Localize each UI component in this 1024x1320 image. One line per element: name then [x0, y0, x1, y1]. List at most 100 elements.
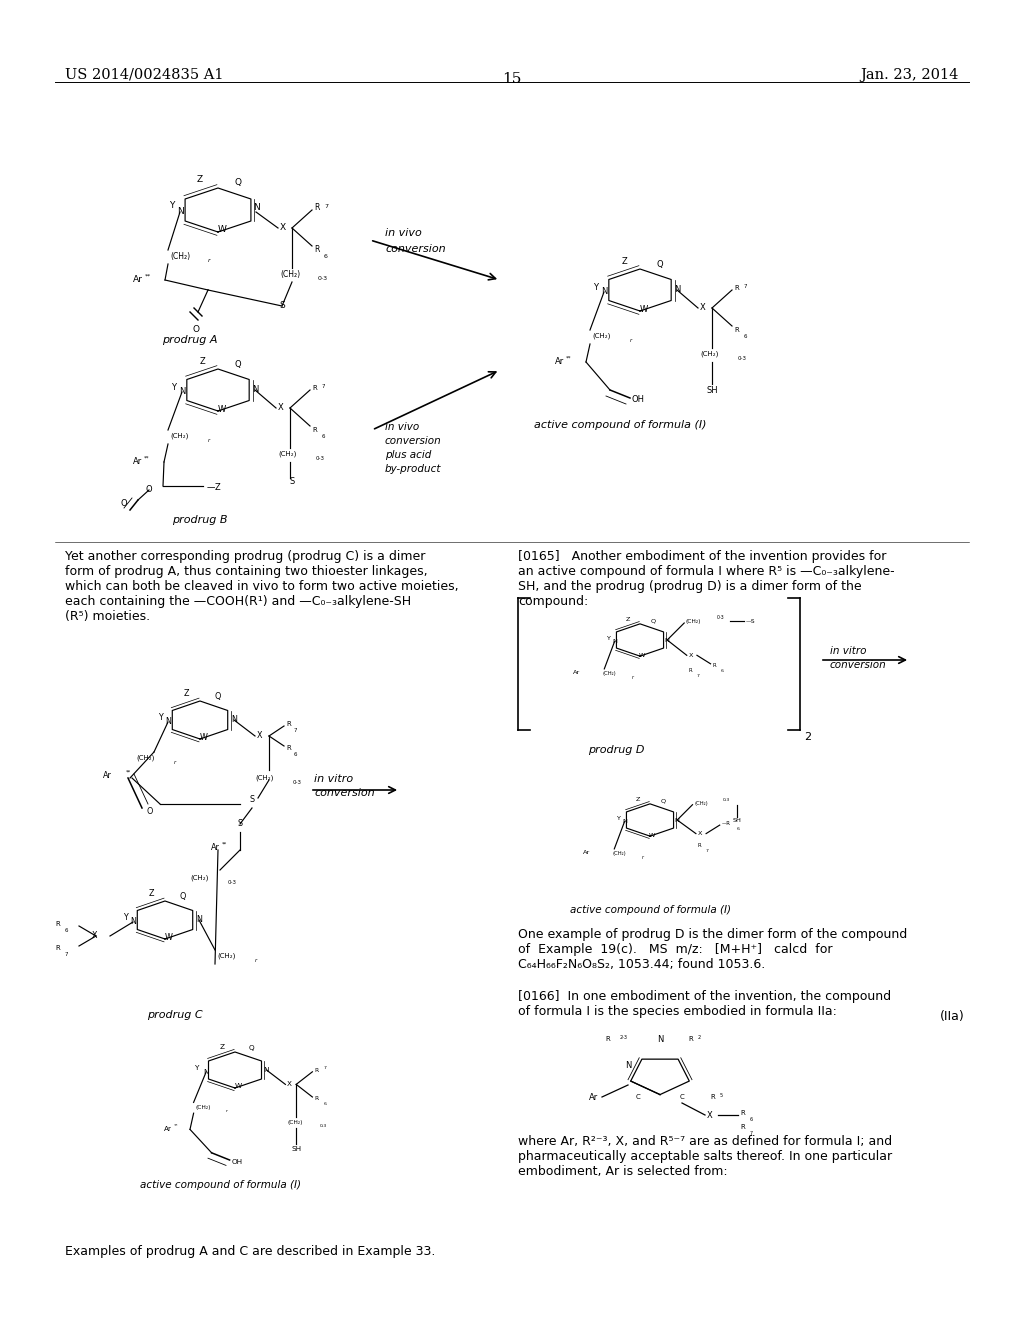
Text: 15: 15 — [503, 73, 521, 86]
Text: R: R — [312, 385, 316, 391]
Text: X: X — [697, 832, 702, 836]
Text: r: r — [208, 437, 210, 442]
Text: W: W — [218, 405, 226, 414]
Text: 6: 6 — [750, 1117, 753, 1122]
Text: (CH₂): (CH₂) — [686, 619, 701, 624]
Text: X: X — [287, 1081, 292, 1088]
Text: [0166]  In one embodiment of the invention, the compound
of formula I is the spe: [0166] In one embodiment of the inventio… — [518, 990, 891, 1018]
Text: O: O — [145, 486, 153, 495]
Text: (CH₂): (CH₂) — [190, 875, 208, 882]
Text: S: S — [280, 301, 285, 310]
Text: Y: Y — [171, 384, 176, 392]
Text: Z: Z — [197, 176, 203, 185]
Text: Y: Y — [195, 1065, 200, 1072]
Text: Ar: Ar — [103, 771, 112, 780]
Text: r: r — [641, 855, 643, 859]
Text: R: R — [55, 945, 59, 950]
Text: (CH₂): (CH₂) — [694, 800, 708, 805]
Text: W: W — [236, 1084, 242, 1089]
Text: N: N — [622, 820, 627, 824]
Text: Ar: Ar — [133, 276, 143, 285]
Text: R: R — [710, 1094, 715, 1100]
Text: 7: 7 — [744, 284, 748, 289]
Text: 7: 7 — [707, 849, 709, 853]
Text: C: C — [680, 1094, 684, 1100]
Text: Z: Z — [220, 1044, 225, 1049]
Text: 6: 6 — [721, 669, 724, 673]
Text: Y: Y — [169, 202, 175, 210]
Text: R: R — [688, 1036, 693, 1041]
Text: S: S — [250, 796, 255, 804]
Text: 0-3: 0-3 — [228, 879, 237, 884]
Text: N: N — [625, 1060, 631, 1069]
Text: active compound of formula (I): active compound of formula (I) — [534, 420, 707, 430]
Text: SH: SH — [291, 1146, 301, 1151]
Text: —: — — [207, 483, 215, 492]
Text: One example of prodrug D is the dimer form of the compound
of  Example  19(c).  : One example of prodrug D is the dimer fo… — [518, 928, 907, 972]
Text: (CH₂): (CH₂) — [700, 351, 719, 358]
Text: r: r — [632, 675, 634, 680]
Text: (CH₂): (CH₂) — [255, 775, 273, 781]
Text: (CH₂): (CH₂) — [280, 269, 300, 279]
Text: R: R — [740, 1110, 744, 1115]
Text: (CH₂): (CH₂) — [170, 433, 188, 440]
Text: r: r — [208, 257, 211, 263]
Text: S: S — [238, 820, 243, 829]
Text: C: C — [636, 1094, 640, 1100]
Text: (CH₂): (CH₂) — [217, 953, 236, 960]
Text: active compound of formula (I): active compound of formula (I) — [139, 1180, 300, 1191]
Text: **: ** — [222, 842, 227, 846]
Text: 2: 2 — [804, 733, 811, 742]
Text: conversion: conversion — [385, 436, 441, 446]
Text: Z: Z — [626, 618, 631, 622]
Text: Yet another corresponding prodrug (prodrug C) is a dimer
form of prodrug A, thus: Yet another corresponding prodrug (prodr… — [65, 550, 459, 623]
Text: N: N — [196, 916, 202, 924]
Text: N: N — [176, 207, 183, 216]
Text: OH: OH — [231, 1159, 243, 1164]
Text: **: ** — [126, 770, 131, 775]
Text: prodrug C: prodrug C — [147, 1010, 203, 1020]
Text: R: R — [314, 246, 319, 255]
Text: **: ** — [566, 355, 571, 360]
Text: R: R — [314, 1068, 318, 1072]
Text: N: N — [179, 388, 185, 396]
Text: Q: Q — [656, 260, 664, 268]
Text: Q: Q — [234, 177, 242, 186]
Text: Q: Q — [215, 692, 221, 701]
Text: Q: Q — [651, 619, 656, 624]
Text: X: X — [257, 731, 262, 741]
Text: 7: 7 — [294, 729, 298, 733]
Text: Y: Y — [158, 714, 163, 722]
Text: where Ar, R²⁻³, X, and R⁵⁻⁷ are as defined for formula I; and
pharmaceutically a: where Ar, R²⁻³, X, and R⁵⁻⁷ are as defin… — [518, 1135, 892, 1177]
Text: R: R — [286, 744, 291, 751]
Text: SH: SH — [732, 818, 741, 824]
Text: N: N — [674, 285, 680, 294]
Text: R: R — [697, 843, 701, 847]
Text: (CH₂): (CH₂) — [170, 252, 190, 260]
Text: N: N — [675, 817, 680, 822]
Text: N: N — [656, 1035, 664, 1044]
Text: in vivo: in vivo — [385, 422, 419, 432]
Text: W: W — [640, 305, 648, 314]
Text: 6: 6 — [744, 334, 748, 339]
Text: N: N — [165, 718, 171, 726]
Text: S: S — [290, 478, 295, 487]
Text: 7: 7 — [324, 205, 328, 209]
Text: **: ** — [174, 1123, 178, 1127]
Text: Z: Z — [183, 689, 188, 698]
Text: X: X — [707, 1110, 713, 1119]
Text: Z: Z — [622, 257, 627, 267]
Text: W: W — [217, 226, 226, 235]
Text: Ar: Ar — [589, 1093, 598, 1101]
Text: X: X — [91, 932, 97, 940]
Text: 0-3: 0-3 — [293, 780, 302, 784]
Text: R: R — [734, 327, 738, 333]
Text: Ar: Ar — [584, 850, 591, 855]
Text: Examples of prodrug A and C are described in Example 33.: Examples of prodrug A and C are describe… — [65, 1245, 435, 1258]
Text: N: N — [130, 917, 136, 927]
Text: 5: 5 — [720, 1093, 723, 1098]
Text: Ar: Ar — [211, 843, 220, 853]
Text: conversion: conversion — [385, 244, 445, 253]
Text: R: R — [605, 1036, 610, 1041]
Text: in vivo: in vivo — [385, 228, 422, 238]
